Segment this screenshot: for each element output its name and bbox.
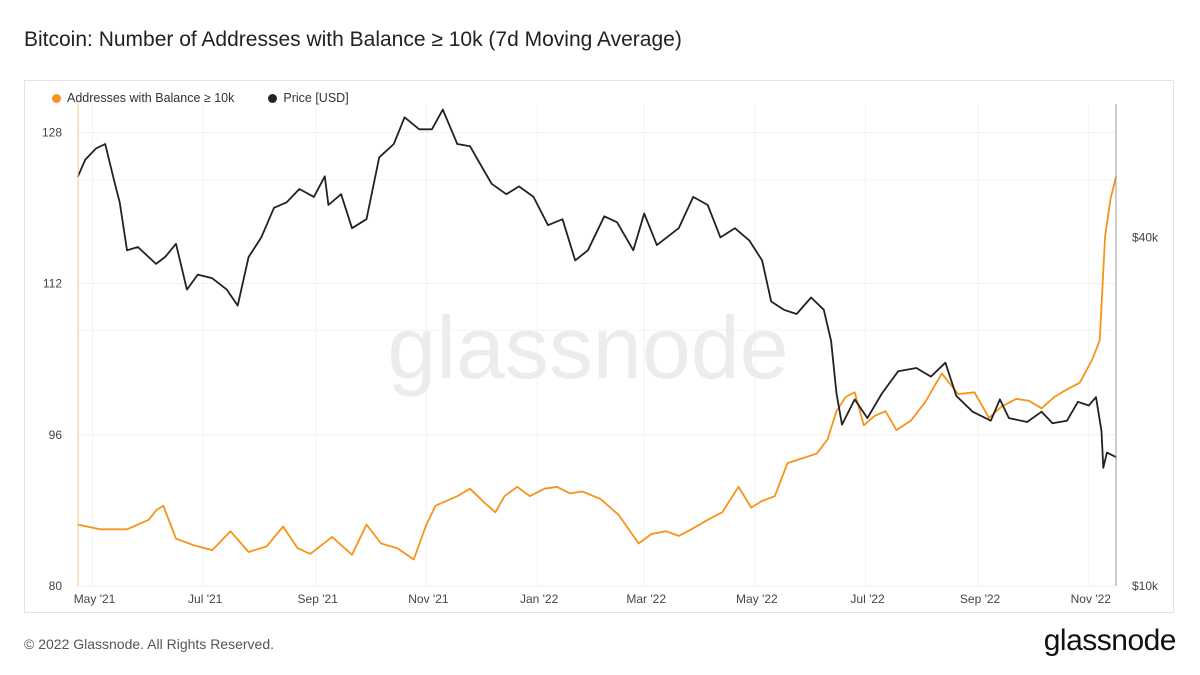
y-left-tick-label: 112 xyxy=(43,277,62,291)
x-tick-label: Nov '21 xyxy=(408,592,449,606)
y-left-tick-label: 128 xyxy=(42,125,62,139)
copyright-text: © 2022 Glassnode. All Rights Reserved. xyxy=(24,636,275,652)
y-left-ticks: 80 96 112 128 xyxy=(42,125,62,593)
x-tick-label: May '22 xyxy=(736,592,778,606)
series-line-addresses xyxy=(77,175,1117,561)
x-tick-label: Jan '22 xyxy=(520,592,559,606)
legend-label-price: Price [USD] xyxy=(283,91,349,105)
series-line-price xyxy=(77,108,1117,469)
chart-panel xyxy=(24,80,1174,613)
legend-label-addresses: Addresses with Balance ≥ 10k xyxy=(67,91,235,105)
y-left-tick-label: 96 xyxy=(49,428,63,442)
legend-item-price[interactable]: Price [USD] xyxy=(268,91,349,105)
x-ticks: May '21 Jul '21 Sep '21 Nov '21 Jan '22 Mar '… xyxy=(74,592,1112,606)
y-right-ticks: $10k $40k xyxy=(1132,230,1159,593)
legend-marker-addresses xyxy=(52,93,61,103)
x-tick-label: Sep '21 xyxy=(298,592,339,606)
x-tick-label: Jul '22 xyxy=(850,592,885,606)
y-right-tick-label: $10k xyxy=(1132,579,1159,593)
x-tick-label: Sep '22 xyxy=(960,592,1001,606)
x-tick-label: Mar '22 xyxy=(626,592,666,606)
glassnode-logo[interactable]: glassnode xyxy=(1043,624,1177,657)
legend-item-addresses[interactable]: Addresses with Balance ≥ 10k xyxy=(52,91,234,105)
x-tick-label: Jul '21 xyxy=(188,592,223,606)
watermark: glassnode xyxy=(387,298,788,397)
chart-title: Bitcoin: Number of Addresses with Balanc… xyxy=(24,28,682,51)
x-tick-label: May '21 xyxy=(74,592,116,606)
x-tick-label: Nov '22 xyxy=(1071,592,1112,606)
chart-legend: Addresses with Balance ≥ 10k Price [USD] xyxy=(52,91,349,105)
series-lines xyxy=(77,108,1117,561)
legend-marker-price xyxy=(268,93,278,103)
y-right-tick-label: $40k xyxy=(1132,230,1159,244)
y-left-tick-label: 80 xyxy=(49,579,63,593)
